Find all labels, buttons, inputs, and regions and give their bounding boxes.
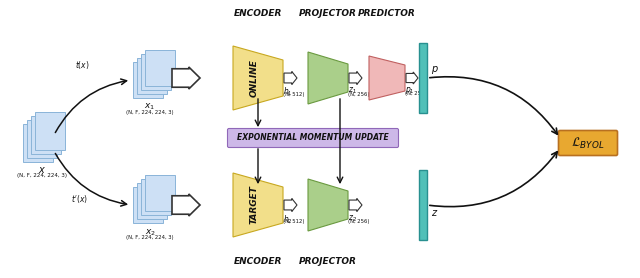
Text: PREDICTOR: PREDICTOR	[358, 9, 416, 19]
Bar	[27, 120, 57, 158]
Text: ONLINE: ONLINE	[250, 59, 259, 97]
Text: EXPONENTIAL MOMENTUM UPDATE: EXPONENTIAL MOMENTUM UPDATE	[237, 133, 389, 143]
Bar	[141, 54, 171, 90]
Polygon shape	[349, 198, 362, 212]
Text: $h_2$: $h_2$	[283, 213, 292, 225]
Bar	[141, 179, 171, 215]
Bar	[145, 50, 175, 86]
Text: $z_2$: $z_2$	[348, 213, 357, 224]
Polygon shape	[369, 56, 405, 100]
Text: (N, 512): (N, 512)	[283, 219, 305, 224]
Text: (N, 256): (N, 256)	[348, 92, 369, 97]
Bar	[23, 124, 53, 162]
Polygon shape	[233, 46, 283, 110]
Bar	[419, 43, 427, 113]
Text: TARGET: TARGET	[250, 185, 259, 224]
Polygon shape	[406, 72, 418, 84]
Text: ENCODER: ENCODER	[234, 9, 282, 19]
Bar	[137, 58, 167, 94]
Bar	[419, 170, 427, 240]
Bar	[133, 187, 163, 223]
Text: $h_1$: $h_1$	[283, 86, 292, 98]
Bar	[133, 62, 163, 98]
Text: (N, F, 224, 224, 3): (N, F, 224, 224, 3)	[126, 235, 174, 240]
Text: (N, 256): (N, 256)	[348, 219, 369, 224]
Polygon shape	[284, 71, 297, 85]
Polygon shape	[349, 71, 362, 85]
Text: $x$: $x$	[38, 165, 46, 175]
Text: $z_1$: $z_1$	[348, 86, 357, 96]
FancyBboxPatch shape	[227, 128, 399, 148]
Text: (N, 256): (N, 256)	[405, 91, 426, 96]
Polygon shape	[172, 194, 200, 216]
Text: $t'(x)$: $t'(x)$	[72, 193, 88, 205]
Text: (N, 512): (N, 512)	[283, 92, 305, 97]
Text: (N, F, 224, 224, 3): (N, F, 224, 224, 3)	[17, 173, 67, 178]
Text: $\mathcal{L}_{BYOL}$: $\mathcal{L}_{BYOL}$	[572, 135, 605, 151]
Polygon shape	[172, 67, 200, 89]
Text: $z$: $z$	[431, 208, 438, 218]
Bar	[145, 175, 175, 211]
Polygon shape	[284, 198, 297, 212]
Polygon shape	[308, 52, 348, 104]
FancyBboxPatch shape	[559, 130, 618, 155]
Text: PROJECTOR: PROJECTOR	[299, 257, 357, 267]
Text: $p_1$: $p_1$	[405, 85, 415, 96]
Text: PROJECTOR: PROJECTOR	[299, 9, 357, 19]
Text: $p$: $p$	[431, 64, 439, 76]
Text: $x_1$: $x_1$	[145, 102, 156, 113]
Polygon shape	[233, 173, 283, 237]
Text: ENCODER: ENCODER	[234, 257, 282, 267]
Bar	[35, 112, 65, 150]
Polygon shape	[308, 179, 348, 231]
Bar	[31, 116, 61, 154]
Text: $t(x)$: $t(x)$	[75, 59, 90, 71]
Text: (N, F, 224, 224, 3): (N, F, 224, 224, 3)	[126, 110, 174, 115]
Text: $x_2$: $x_2$	[145, 227, 156, 237]
Bar	[137, 183, 167, 219]
